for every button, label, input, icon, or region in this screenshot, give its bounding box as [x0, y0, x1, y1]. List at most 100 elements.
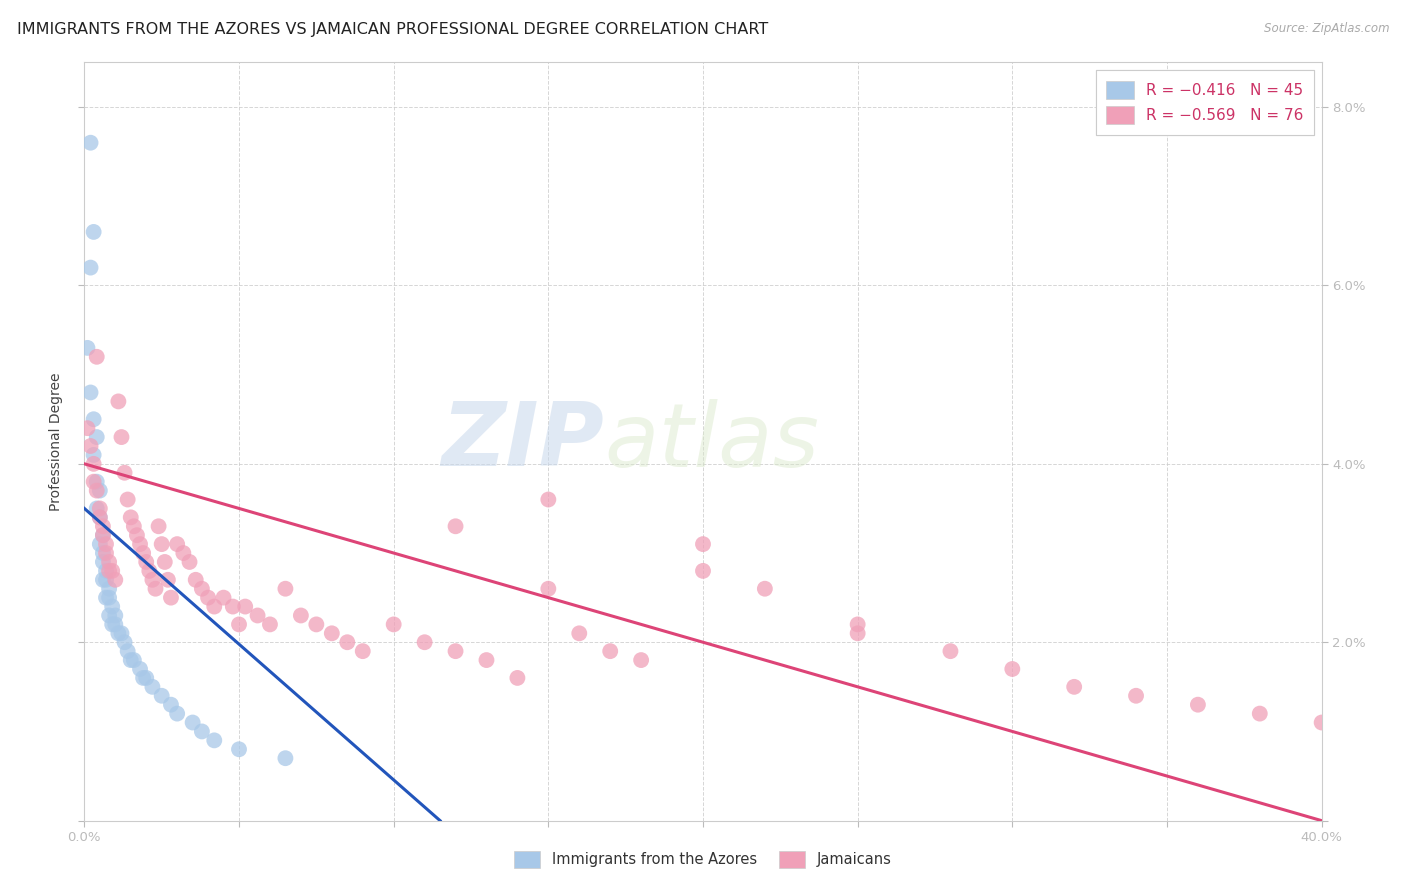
Point — [86, 350, 108, 364]
Point — [153, 555, 176, 569]
Point — [246, 608, 269, 623]
Point — [89, 537, 111, 551]
Point — [117, 644, 139, 658]
Point — [83, 457, 105, 471]
Point — [135, 671, 157, 685]
Y-axis label: Professional Degree: Professional Degree — [49, 372, 63, 511]
Point — [166, 706, 188, 721]
Point — [76, 421, 98, 435]
Point — [352, 644, 374, 658]
Point — [104, 608, 127, 623]
Point — [83, 412, 105, 426]
Point — [537, 492, 560, 507]
Point — [104, 617, 127, 632]
Point — [101, 617, 124, 632]
Point — [76, 341, 98, 355]
Point — [138, 564, 160, 578]
Point — [98, 591, 121, 605]
Point — [114, 466, 136, 480]
Point — [86, 475, 108, 489]
Point — [939, 644, 962, 658]
Text: atlas: atlas — [605, 399, 818, 484]
Point — [83, 448, 105, 462]
Point — [141, 573, 163, 587]
Point — [91, 546, 114, 560]
Point — [101, 599, 124, 614]
Point — [1310, 715, 1333, 730]
Point — [212, 591, 235, 605]
Point — [444, 644, 467, 658]
Point — [86, 483, 108, 498]
Point — [156, 573, 179, 587]
Point — [107, 394, 129, 409]
Point — [94, 546, 117, 560]
Point — [233, 599, 256, 614]
Point — [228, 742, 250, 756]
Point — [228, 617, 250, 632]
Point — [86, 430, 108, 444]
Point — [91, 528, 114, 542]
Point — [191, 724, 214, 739]
Point — [91, 528, 114, 542]
Point — [150, 537, 173, 551]
Point — [259, 617, 281, 632]
Point — [444, 519, 467, 533]
Point — [114, 635, 136, 649]
Point — [89, 510, 111, 524]
Point — [754, 582, 776, 596]
Point — [132, 546, 155, 560]
Point — [179, 555, 201, 569]
Point — [110, 430, 132, 444]
Legend: Immigrants from the Azores, Jamaicans: Immigrants from the Azores, Jamaicans — [506, 844, 900, 876]
Point — [599, 644, 621, 658]
Point — [89, 501, 111, 516]
Point — [475, 653, 498, 667]
Point — [91, 573, 114, 587]
Point — [692, 564, 714, 578]
Point — [568, 626, 591, 640]
Point — [94, 537, 117, 551]
Point — [129, 537, 152, 551]
Point — [79, 260, 101, 275]
Point — [98, 582, 121, 596]
Point — [290, 608, 312, 623]
Point — [98, 564, 121, 578]
Point — [846, 626, 869, 640]
Point — [104, 573, 127, 587]
Point — [107, 626, 129, 640]
Text: Source: ZipAtlas.com: Source: ZipAtlas.com — [1264, 22, 1389, 36]
Point — [274, 582, 297, 596]
Text: IMMIGRANTS FROM THE AZORES VS JAMAICAN PROFESSIONAL DEGREE CORRELATION CHART: IMMIGRANTS FROM THE AZORES VS JAMAICAN P… — [17, 22, 768, 37]
Point — [98, 555, 121, 569]
Point — [79, 385, 101, 400]
Point — [172, 546, 194, 560]
Point — [166, 537, 188, 551]
Point — [1125, 689, 1147, 703]
Point — [336, 635, 359, 649]
Text: ZIP: ZIP — [441, 398, 605, 485]
Point — [160, 698, 183, 712]
Point — [122, 519, 145, 533]
Point — [202, 733, 225, 747]
Point — [191, 582, 214, 596]
Point — [94, 573, 117, 587]
Point — [181, 715, 204, 730]
Point — [145, 582, 167, 596]
Point — [83, 225, 105, 239]
Point — [692, 537, 714, 551]
Point — [150, 689, 173, 703]
Point — [506, 671, 529, 685]
Point — [305, 617, 328, 632]
Point — [94, 564, 117, 578]
Point — [120, 510, 142, 524]
Point — [148, 519, 170, 533]
Point — [101, 564, 124, 578]
Point — [1187, 698, 1209, 712]
Legend: R = −0.416   N = 45, R = −0.569   N = 76: R = −0.416 N = 45, R = −0.569 N = 76 — [1095, 70, 1315, 135]
Point — [122, 653, 145, 667]
Point — [197, 591, 219, 605]
Point — [1001, 662, 1024, 676]
Point — [184, 573, 207, 587]
Point — [537, 582, 560, 596]
Point — [846, 617, 869, 632]
